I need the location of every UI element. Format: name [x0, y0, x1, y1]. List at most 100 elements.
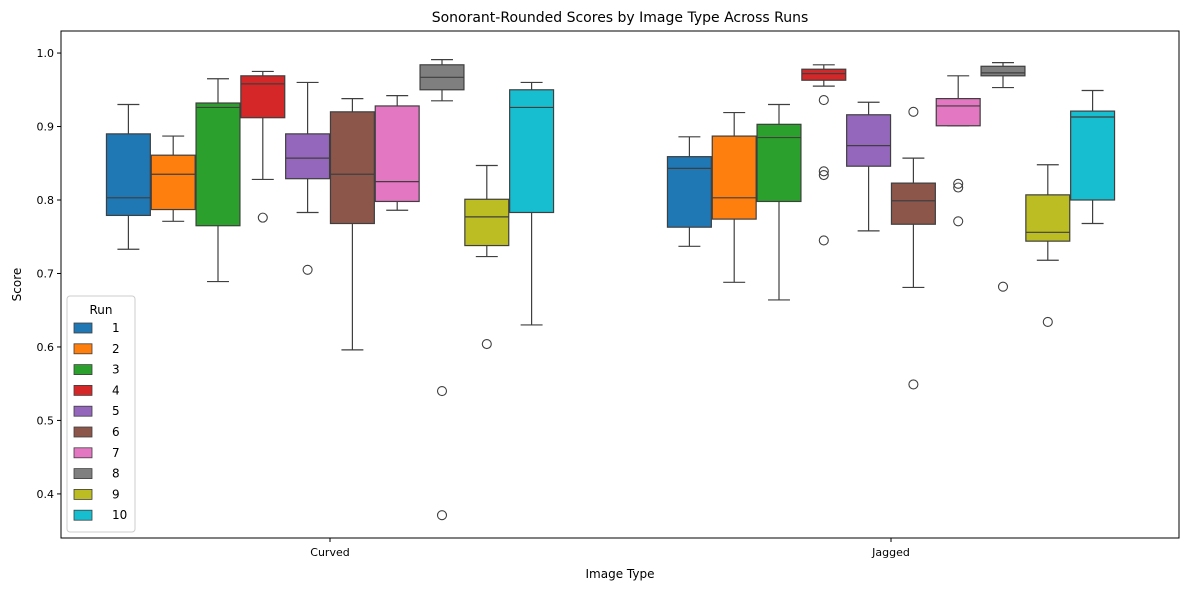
box-run-8-curved [419, 59, 465, 521]
legend-item-run-9[interactable]: 9 [73, 487, 120, 501]
legend-swatch [73, 384, 93, 396]
x-tick-label: Curved [310, 546, 349, 559]
box-iqr [509, 89, 555, 214]
box-iqr [195, 102, 241, 227]
legend-swatch [73, 426, 93, 438]
box-run-6-jagged [890, 106, 936, 390]
y-tick-label: 0.6 [37, 341, 55, 354]
y-tick-label: 0.5 [37, 414, 55, 427]
box-iqr [711, 135, 757, 220]
y-axis-label: Score [10, 268, 24, 302]
outlier-point [818, 235, 829, 246]
box-run-2-jagged [711, 111, 757, 283]
box-iqr [1025, 194, 1071, 242]
outlier-point [436, 385, 448, 397]
box-iqr [374, 105, 420, 203]
outlier-point [436, 510, 448, 521]
box-run-3-jagged [756, 103, 802, 301]
legend-swatch [73, 364, 93, 376]
legend-swatch [73, 343, 93, 355]
legend-item-run-2[interactable]: 2 [73, 342, 120, 356]
box-iqr [980, 65, 1026, 77]
box-iqr [935, 97, 981, 127]
outlier-point [481, 338, 492, 350]
box-iqr [666, 156, 712, 228]
outlier-point [953, 178, 964, 189]
box-iqr [150, 154, 196, 211]
legend-swatch [73, 509, 93, 521]
legend-label: 6 [112, 425, 120, 439]
box-iqr [1070, 110, 1116, 201]
legend[interactable]: Run 1 2 3 4 5 6 7 8 9 10 [66, 295, 136, 533]
box-iqr [105, 133, 151, 217]
legend-swatch [73, 468, 93, 480]
box-run-7-jagged [935, 75, 981, 227]
axes-frame [60, 30, 1180, 539]
box-run-4-jagged [801, 64, 847, 246]
legend-label: 5 [112, 404, 120, 418]
y-tick-label: 1.0 [37, 47, 55, 60]
y-tick-label: 0.7 [37, 267, 55, 280]
box-iqr [240, 75, 286, 119]
box-iqr [801, 68, 847, 81]
box-run-10-jagged [1070, 89, 1116, 225]
outlier-point [908, 379, 919, 390]
box-run-3-curved [195, 78, 241, 283]
box-run-1-jagged [666, 136, 712, 247]
box-run-10-curved [509, 81, 555, 326]
box-run-9-curved [464, 164, 510, 350]
x-axis-label: Image Type [586, 567, 655, 581]
box-run-4-curved [240, 70, 286, 223]
chart-title: Sonorant-Rounded Scores by Image Type Ac… [432, 10, 809, 26]
y-tick-label: 0.8 [37, 194, 55, 207]
outlier-point [818, 169, 829, 181]
box-run-1-curved [105, 103, 151, 250]
legend-label: 7 [112, 446, 120, 460]
legend-swatch [73, 322, 93, 334]
box-run-5-curved [285, 81, 331, 275]
outlier-point [953, 182, 964, 193]
legend-label: 8 [112, 467, 120, 481]
box-iqr [329, 111, 375, 225]
y-tick-label: 0.4 [37, 488, 55, 501]
plot-area: 0.4 0.5 0.6 0.7 0.8 0.9 1.0 Curved Jagged [37, 30, 1180, 559]
box-run-6-curved [329, 97, 375, 351]
legend-item-run-7[interactable]: 7 [73, 446, 120, 460]
legend-item-run-4[interactable]: 4 [73, 383, 120, 397]
box-run-5-jagged [846, 101, 892, 232]
legend-label: 4 [112, 383, 120, 397]
legend-label: 3 [112, 363, 120, 377]
box-run-2-curved [150, 135, 196, 222]
legend-swatch [73, 488, 93, 500]
box-iqr [285, 133, 331, 180]
legend-swatch [73, 405, 93, 417]
legend-title: Run [89, 303, 112, 317]
legend-label: 10 [112, 508, 127, 522]
box-run-8-jagged [980, 61, 1026, 292]
legend-label: 2 [112, 342, 120, 356]
legend-item-run-6[interactable]: 6 [73, 425, 120, 439]
x-tick-label: Jagged [871, 546, 910, 559]
outlier-point [818, 95, 829, 106]
box-run-9-jagged [1025, 164, 1071, 328]
box-iqr [846, 114, 892, 167]
box-iqr [756, 123, 802, 203]
outlier-point [818, 166, 829, 177]
legend-item-run-5[interactable]: 5 [73, 404, 120, 418]
outlier-point [908, 106, 919, 117]
legend-item-run-10[interactable]: 10 [73, 508, 127, 522]
legend-swatch [73, 447, 93, 459]
box-iqr [464, 198, 510, 247]
legend-item-run-1[interactable]: 1 [73, 321, 120, 335]
outlier-point [953, 216, 964, 227]
legend-item-run-3[interactable]: 3 [73, 363, 120, 377]
legend-item-run-8[interactable]: 8 [73, 467, 120, 481]
outlier-point [302, 264, 313, 275]
outlier-point [1042, 316, 1053, 328]
legend-label: 9 [112, 487, 120, 501]
y-tick-label: 0.9 [37, 121, 55, 134]
box-iqr [890, 182, 936, 225]
outlier-point [257, 212, 268, 223]
